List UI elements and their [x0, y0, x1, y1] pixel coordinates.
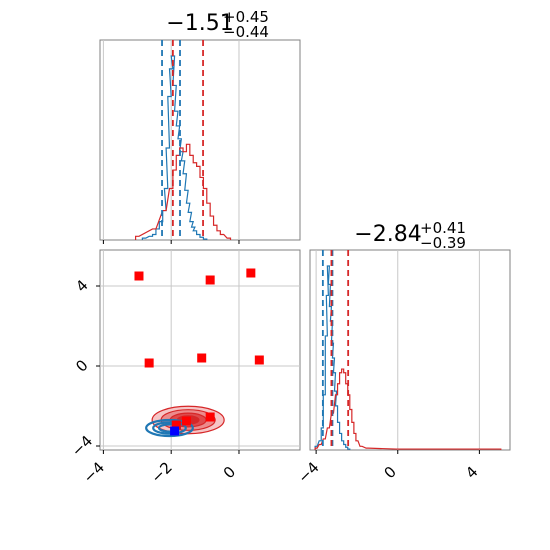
quantile-lines — [161, 40, 204, 240]
red-square-marker — [197, 353, 207, 363]
red-square-marker — [246, 268, 256, 278]
histogram-line-series-2 — [314, 368, 502, 450]
x-tick-label: −2 — [147, 458, 175, 486]
red-square-marker — [205, 412, 215, 422]
panel-title-param-1: −1.51 — [166, 11, 233, 36]
blue-density-contour — [145, 418, 194, 438]
red-square-marker — [144, 358, 154, 368]
x-tick-label: 4 — [462, 463, 481, 482]
histogram-line-series-2 — [134, 143, 232, 240]
quantile-lines — [321, 250, 350, 450]
y-axis-ticks: −4 0 4 — [68, 276, 100, 460]
grid-lines — [102, 40, 240, 240]
red-square-marker — [205, 275, 215, 285]
blue-density-contour — [152, 421, 187, 435]
title-lower-error: −0.44 — [223, 23, 269, 41]
title-upper-error: +0.41 — [420, 219, 466, 237]
panel-title-param-2: −2.84 — [354, 222, 421, 247]
histogram-line-series-1 — [141, 55, 208, 240]
red-square-marker — [254, 355, 264, 365]
x-tick-label: −4 — [80, 458, 108, 486]
red-square-marker — [171, 420, 181, 430]
red-square-marker — [134, 271, 144, 281]
joint-density-panel: −4 −2 0 −4 0 4 — [68, 249, 301, 487]
title-upper-error: +0.45 — [223, 8, 269, 26]
x-axis-ticks: −4 −2 0 — [80, 450, 240, 487]
red-square-marker — [181, 416, 191, 426]
y-tick-label: −4 — [68, 432, 96, 460]
histogram-series — [134, 55, 232, 240]
x-tick-label: −4 — [294, 458, 322, 486]
x-tick-label: 0 — [380, 463, 399, 482]
marginal-histogram-param-2: −4 0 4 −2.84 +0.41 −0.39 — [294, 219, 511, 487]
scatter-markers — [134, 268, 264, 436]
marginal-histogram-param-1: −1.51 +0.45 −0.44 — [99, 8, 301, 244]
y-tick-label: 0 — [72, 356, 91, 375]
title-lower-error: −0.39 — [420, 234, 466, 252]
x-axis-ticks: −4 0 4 — [294, 450, 482, 487]
x-tick-label: 0 — [220, 463, 239, 482]
blue-square-marker — [170, 426, 180, 436]
grid-lines — [315, 250, 480, 450]
y-tick-label: 4 — [72, 276, 91, 295]
x-axis-ticks — [102, 240, 240, 244]
